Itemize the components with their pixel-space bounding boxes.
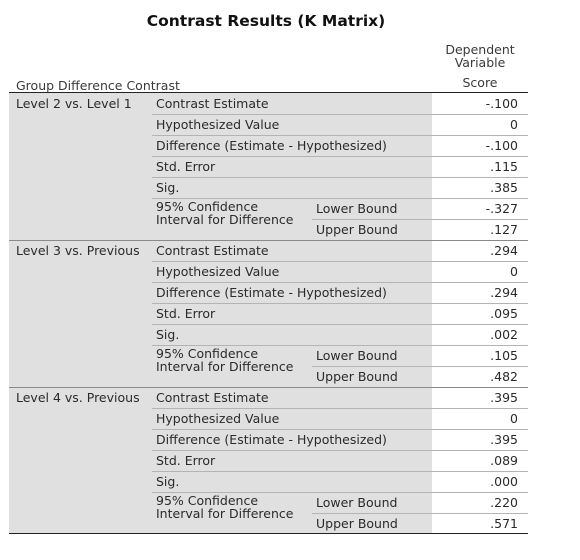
ci-label-line2: Interval for Difference — [156, 359, 294, 374]
row-divider — [152, 114, 528, 115]
group-label-background — [9, 387, 432, 534]
row-label-std-error: Std. Error — [156, 306, 216, 321]
value-std-error: .115 — [490, 159, 518, 174]
group-label-background — [9, 93, 432, 240]
column-header-dependent: Dependent — [445, 42, 515, 57]
row-label-lower-bound: Lower Bound — [316, 201, 398, 216]
row-label-sig: Sig. — [156, 180, 180, 195]
row-divider — [152, 198, 528, 199]
row-divider — [152, 345, 528, 346]
row-label-upper-bound: Upper Bound — [316, 516, 398, 531]
row-label-contrast-estimate: Contrast Estimate — [156, 390, 269, 405]
value-upper-bound: .127 — [490, 222, 518, 237]
group-label: Level 3 vs. Previous — [16, 243, 140, 258]
bottom-rule — [9, 533, 528, 534]
header-rule — [9, 92, 528, 93]
row-divider — [312, 219, 528, 220]
table-title: Contrast Results (K Matrix) — [146, 12, 386, 30]
value-contrast-estimate: .294 — [490, 243, 518, 258]
row-header-group-difference-contrast: Group Difference Contrast — [16, 78, 180, 93]
row-label-std-error: Std. Error — [156, 159, 216, 174]
ci-label-line1: 95% Confidence — [156, 199, 259, 214]
row-label-difference: Difference (Estimate - Hypothesized) — [156, 285, 387, 300]
row-label-upper-bound: Upper Bound — [316, 369, 398, 384]
value-hypothesized-value: 0 — [510, 411, 518, 426]
value-std-error: .095 — [490, 306, 518, 321]
row-label-hypothesized-value: Hypothesized Value — [156, 117, 280, 132]
row-label-contrast-estimate: Contrast Estimate — [156, 96, 269, 111]
group-label-background — [9, 240, 432, 387]
value-upper-bound: .482 — [490, 369, 518, 384]
value-hypothesized-value: 0 — [510, 117, 518, 132]
row-divider — [152, 471, 528, 472]
row-label-std-error: Std. Error — [156, 453, 216, 468]
group-divider — [9, 387, 528, 388]
row-divider — [152, 450, 528, 451]
value-contrast-estimate: -.100 — [485, 96, 518, 111]
value-difference: -.100 — [485, 138, 518, 153]
row-divider — [152, 177, 528, 178]
row-divider — [152, 156, 528, 157]
value-sig: .385 — [490, 180, 518, 195]
value-difference: .395 — [490, 432, 518, 447]
row-label-sig: Sig. — [156, 474, 180, 489]
row-label-lower-bound: Lower Bound — [316, 348, 398, 363]
value-lower-bound: -.327 — [485, 201, 518, 216]
row-divider — [152, 492, 528, 493]
value-lower-bound: .220 — [490, 495, 518, 510]
row-divider — [152, 303, 528, 304]
value-contrast-estimate: .395 — [490, 390, 518, 405]
group-divider — [9, 240, 528, 241]
row-divider — [312, 513, 528, 514]
value-sig: .000 — [490, 474, 518, 489]
value-sig: .002 — [490, 327, 518, 342]
ci-label-line2: Interval for Difference — [156, 506, 294, 521]
value-upper-bound: .571 — [490, 516, 518, 531]
row-label-upper-bound: Upper Bound — [316, 222, 398, 237]
value-lower-bound: .105 — [490, 348, 518, 363]
row-divider — [152, 282, 528, 283]
row-label-hypothesized-value: Hypothesized Value — [156, 264, 280, 279]
row-divider — [312, 366, 528, 367]
value-std-error: .089 — [490, 453, 518, 468]
column-header-variable: Variable — [454, 55, 506, 70]
row-label-lower-bound: Lower Bound — [316, 495, 398, 510]
group-label: Level 2 vs. Level 1 — [16, 96, 132, 111]
value-difference: .294 — [490, 285, 518, 300]
row-divider — [152, 429, 528, 430]
row-label-difference: Difference (Estimate - Hypothesized) — [156, 138, 387, 153]
row-label-difference: Difference (Estimate - Hypothesized) — [156, 432, 387, 447]
row-label-hypothesized-value: Hypothesized Value — [156, 411, 280, 426]
ci-label-line1: 95% Confidence — [156, 493, 259, 508]
row-divider — [152, 408, 528, 409]
value-hypothesized-value: 0 — [510, 264, 518, 279]
row-divider — [152, 324, 528, 325]
column-header-score: Score — [462, 75, 498, 90]
ci-label-line1: 95% Confidence — [156, 346, 259, 361]
row-divider — [152, 135, 528, 136]
row-divider — [152, 261, 528, 262]
row-label-sig: Sig. — [156, 327, 180, 342]
group-label: Level 4 vs. Previous — [16, 390, 140, 405]
row-label-contrast-estimate: Contrast Estimate — [156, 243, 269, 258]
ci-label-line2: Interval for Difference — [156, 212, 294, 227]
